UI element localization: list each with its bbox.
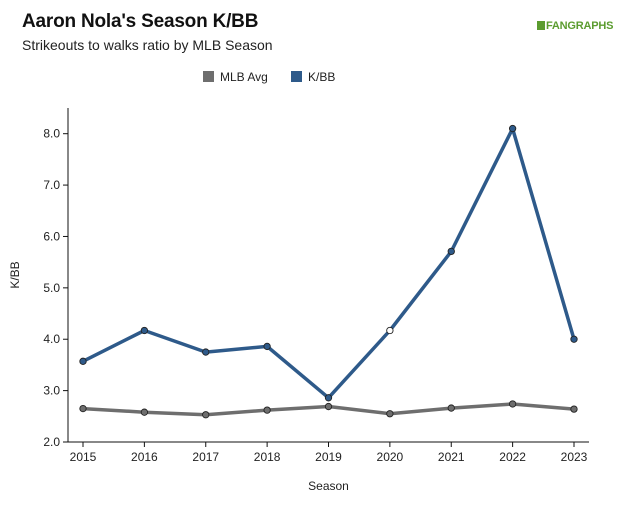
series-line — [81, 126, 576, 400]
chart-title: Aaron Nola's Season K/BB — [22, 11, 259, 32]
y-tick-label: 4.0 — [43, 332, 60, 346]
data-point — [386, 410, 394, 418]
legend-swatch — [291, 71, 302, 82]
data-point — [202, 411, 210, 419]
x-tick-label: 2018 — [254, 450, 281, 464]
x-tick-label: 2019 — [315, 450, 342, 464]
fangraphs-logo-text: FANGRAPHS — [546, 20, 614, 32]
x-tick-label: 2021 — [438, 450, 465, 464]
data-point — [570, 405, 578, 413]
data-point — [140, 408, 149, 416]
x-tick-label: 2015 — [70, 450, 97, 464]
data-point — [263, 406, 271, 414]
data-point — [386, 326, 394, 335]
y-tick-label: 6.0 — [43, 229, 60, 243]
legend-label: MLB Avg — [220, 70, 268, 84]
data-point — [263, 342, 271, 351]
chart-subtitle: Strikeouts to walks ratio by MLB Season — [22, 37, 273, 53]
y-tick-label: 8.0 — [43, 127, 60, 141]
data-point — [202, 348, 210, 356]
series-mlb-avg — [79, 400, 578, 419]
legend-label: K/BB — [308, 70, 335, 84]
axes: 2.0 3.0 4.0 5.0 6.0 7.0 8.0 2015 2016 2017 2018 201… — [43, 108, 589, 464]
fangraphs-logo-icon — [537, 21, 545, 30]
series-k-bb — [79, 124, 578, 402]
data-point — [324, 402, 333, 411]
legend-swatch — [203, 71, 214, 82]
y-tick-label: 5.0 — [43, 281, 60, 295]
data-point — [140, 326, 149, 335]
data-point — [447, 404, 455, 412]
y-tick-label: 2.0 — [43, 435, 60, 449]
data-point — [570, 335, 578, 343]
x-axis-label: Season — [308, 479, 349, 493]
x-tick-label: 2017 — [192, 450, 219, 464]
x-tick-label: 2016 — [131, 450, 158, 464]
data-point — [324, 394, 333, 402]
data-point — [79, 404, 87, 413]
legend: MLB Avg K/BB — [203, 70, 335, 84]
y-tick-label: 3.0 — [43, 384, 60, 398]
x-tick-label: 2022 — [499, 450, 526, 464]
x-tick-label: 2023 — [561, 450, 588, 464]
y-tick-label: 7.0 — [43, 178, 60, 192]
data-point — [508, 124, 517, 133]
fangraphs-logo[interactable]: FANGRAPHS — [537, 20, 613, 32]
data-point — [447, 247, 455, 256]
y-axis-label: K/BB — [8, 261, 22, 288]
data-point — [79, 357, 87, 365]
series-layer — [79, 124, 578, 419]
data-point — [508, 400, 517, 408]
x-tick-label: 2020 — [377, 450, 404, 464]
